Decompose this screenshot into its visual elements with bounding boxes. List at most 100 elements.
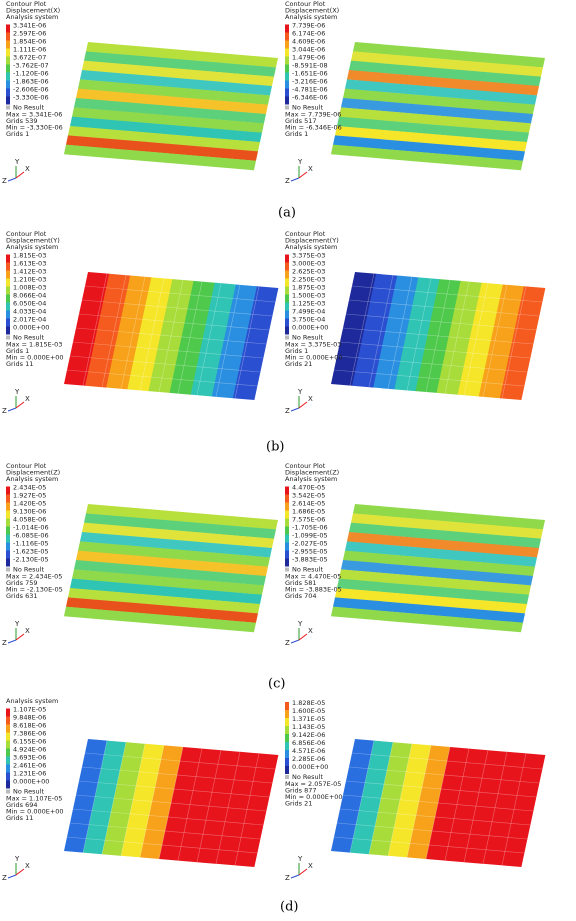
no-result-label: No Result (292, 334, 323, 342)
header-line: Displacement(Y) (6, 237, 60, 245)
legend-swatch (285, 80, 289, 89)
panel: Analysis system1.107E-059.848E-068.618E-… (2, 697, 545, 915)
header-line: Contour Plot (285, 0, 326, 8)
stats-line: Max = 7.739E-06 (285, 111, 341, 119)
triad-axis (15, 401, 25, 409)
legend-swatch (6, 550, 10, 559)
legend-swatch (285, 542, 289, 551)
legend-swatch (285, 502, 289, 511)
stats-line: Max = 3.375E-03 (285, 341, 341, 349)
legend-swatch (6, 724, 10, 733)
legend-label: 1.412E-03 (13, 268, 46, 276)
header-line: Analysis system (285, 13, 337, 21)
stats-line: Grids 539 (6, 117, 38, 125)
triad-label: Z (285, 407, 290, 415)
legend-label: 0.000E+00 (13, 324, 49, 332)
contour-plate (331, 739, 545, 867)
stats-line: Grids 581 (285, 579, 317, 587)
stats-line: Grids 517 (285, 117, 317, 125)
stats-line: Grids 21 (285, 800, 312, 808)
legend-label: 1.210E-03 (13, 276, 46, 284)
triad-axis (15, 868, 25, 876)
legend-label: 7.386E-06 (13, 730, 46, 738)
header-line: Contour Plot (285, 230, 326, 238)
legend-swatch (285, 494, 289, 503)
legend-label: -6.085E-06 (13, 532, 49, 540)
legend-swatch (6, 558, 10, 567)
header-line: Analysis system (6, 475, 58, 483)
triad-label: Y (14, 855, 20, 863)
legend-label: -6.346E-06 (292, 94, 328, 102)
header-line: Analysis system (6, 13, 58, 21)
legend-swatch (6, 48, 10, 57)
triad-label: X (308, 627, 313, 635)
no-result-swatch (285, 567, 289, 572)
no-result-swatch (6, 105, 10, 110)
legend-label: 6.174E-06 (292, 30, 325, 38)
legend-label: 6.050E-04 (13, 300, 46, 308)
legend-label: 2.614E-05 (292, 500, 325, 508)
legend-label: 0.000E+00 (292, 324, 328, 332)
legend-swatch (6, 270, 10, 279)
triad-axis (298, 633, 308, 641)
legend-swatch (285, 758, 289, 766)
legend-label: 1.008E-03 (13, 284, 46, 292)
legend-label: 7.499E-04 (292, 308, 325, 316)
legend-label: 1.600E-05 (292, 707, 325, 715)
legend-label: 9.848E-06 (13, 714, 46, 722)
legend-label: 1.875E-03 (292, 284, 325, 292)
stats-line: Grids 11 (6, 814, 33, 822)
legend-label: 3.000E-03 (292, 260, 325, 268)
legend-swatch (6, 534, 10, 543)
legend-swatch (6, 716, 10, 725)
contour-plate (64, 272, 278, 400)
legend-label: 1.420E-05 (13, 500, 46, 508)
legend-swatch (6, 486, 10, 495)
legend-swatch (6, 96, 10, 105)
no-result-swatch (285, 335, 289, 340)
stats-line: Grids 877 (285, 787, 317, 795)
legend-swatch (6, 526, 10, 535)
panel-caption: (b) (266, 440, 284, 455)
legend-label: -2.027E-05 (292, 540, 328, 548)
stats-line: Grids 759 (6, 579, 38, 587)
contour-plot: 1.828E-051.600E-051.371E-051.143E-059.14… (285, 699, 545, 882)
legend-swatch (6, 24, 10, 33)
legend-swatch (285, 286, 289, 295)
legend-label: 6.856E-06 (292, 739, 325, 747)
triad-label: Z (285, 639, 290, 647)
legend-label: -2.606E-06 (13, 86, 49, 94)
legend-label: 2.625E-03 (292, 268, 325, 276)
legend-label: 3.542E-05 (292, 492, 325, 500)
stats-line: Grids 704 (285, 592, 317, 600)
stats-line: Max = 1.107E-05 (6, 795, 62, 803)
triad-label: Z (285, 874, 290, 882)
header-line: Displacement(X) (285, 7, 339, 15)
stats-line: Grids 694 (6, 801, 38, 809)
triad-label: X (308, 165, 313, 173)
legend-label: 4.571E-06 (292, 747, 325, 755)
triad-label: Z (2, 639, 7, 647)
triad-label: Y (297, 388, 303, 396)
legend-label: 1.231E-06 (13, 770, 46, 778)
legend-label: -1.651E-06 (292, 70, 328, 78)
legend-label: 1.854E-06 (13, 38, 46, 46)
triad-axis (298, 401, 308, 409)
no-result-swatch (285, 775, 289, 779)
legend-label: 1.107E-05 (13, 706, 46, 714)
legend-label: 1.828E-05 (292, 699, 325, 707)
no-result-label: No Result (13, 788, 44, 796)
legend-label: 1.479E-06 (292, 54, 325, 62)
legend-swatch (6, 294, 10, 303)
triad-label: X (25, 165, 30, 173)
stats-line: Grids 1 (6, 347, 29, 355)
legend-swatch (6, 310, 10, 319)
legend-swatch (285, 40, 289, 49)
legend-swatch (6, 278, 10, 287)
stats-line: Max = 1.815E-03 (6, 341, 62, 349)
legend-label: -3.330E-06 (13, 94, 49, 102)
